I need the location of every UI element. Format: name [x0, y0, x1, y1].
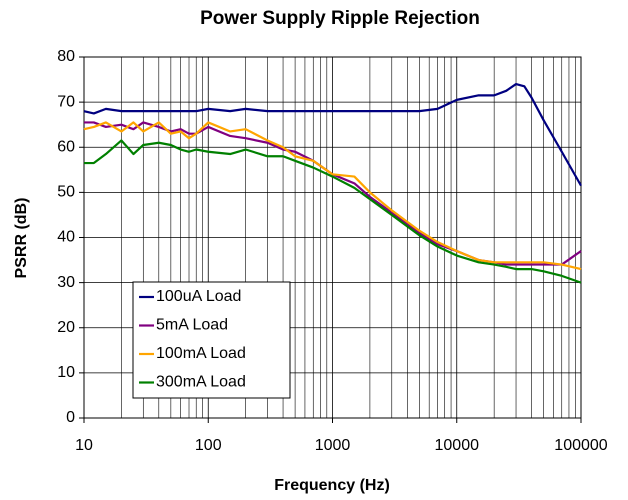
y-tick-label: 30 [57, 274, 75, 291]
y-tick-label: 20 [57, 319, 75, 336]
y-tick-label: 70 [57, 93, 75, 110]
x-axis-label: Frequency (Hz) [274, 477, 390, 494]
y-tick-label: 10 [57, 364, 75, 381]
y-tick-label: 50 [57, 184, 75, 201]
y-tick-label: 80 [57, 48, 75, 65]
series-line [83, 121, 582, 271]
series-line [84, 139, 582, 284]
y-axis-label: PSRR (dB) [13, 198, 30, 279]
legend-label: 5mA Load [156, 317, 228, 334]
x-tick-label: 10 [75, 437, 93, 454]
x-tick-label: 100 [195, 437, 222, 454]
y-tick-label: 40 [57, 229, 75, 246]
legend-label: 100mA Load [156, 345, 246, 362]
legend-box [132, 281, 291, 399]
chart-title: Power Supply Ripple Rejection [200, 8, 480, 29]
x-tick-label: 100000 [554, 437, 607, 454]
legend: 100uA Load 5mA Load 100mA Load 300mA Load [132, 281, 291, 399]
y-tick-label: 0 [66, 409, 75, 426]
series-line [83, 82, 582, 187]
x-tick-label: 1000 [315, 437, 351, 454]
series-line [84, 121, 582, 266]
plot-frame [83, 56, 582, 419]
legend-label: 300mA Load [156, 374, 246, 391]
y-tick-label: 60 [57, 138, 75, 155]
legend-label: 100uA Load [156, 288, 241, 305]
x-tick-label: 10000 [435, 437, 480, 454]
